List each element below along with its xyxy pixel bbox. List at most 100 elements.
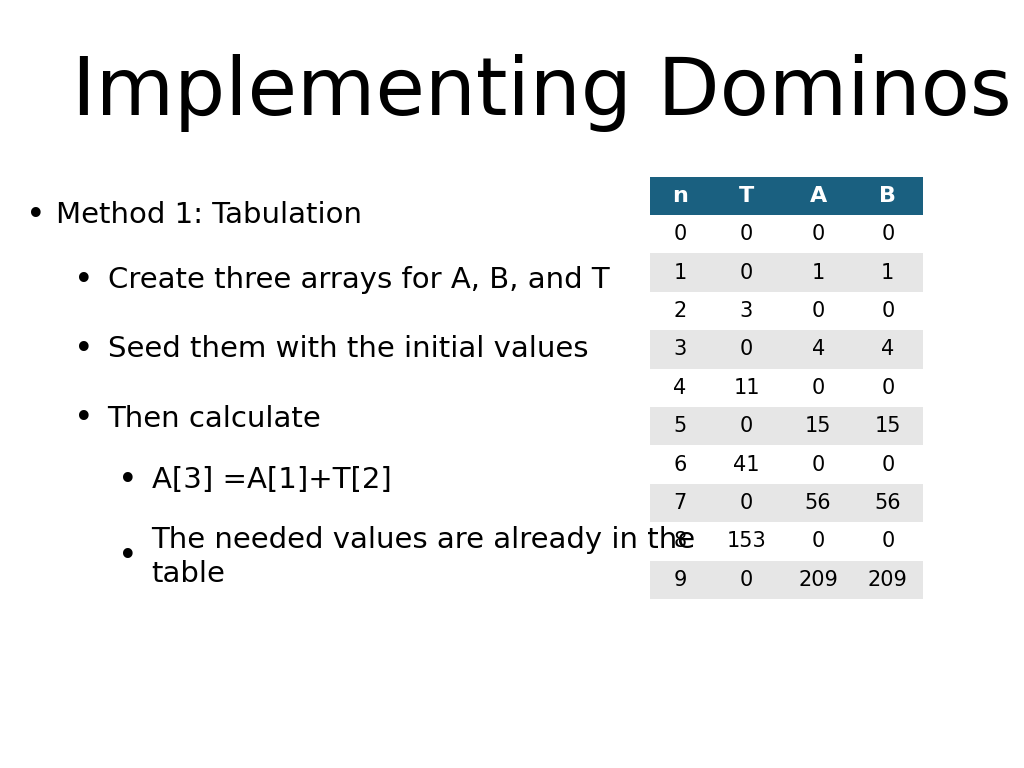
Text: 6: 6 <box>673 455 687 475</box>
FancyBboxPatch shape <box>853 522 923 561</box>
Text: 3: 3 <box>740 301 753 321</box>
Text: 11: 11 <box>733 378 760 398</box>
FancyBboxPatch shape <box>783 369 853 407</box>
Text: 0: 0 <box>740 263 753 283</box>
FancyBboxPatch shape <box>650 292 710 330</box>
Text: 0: 0 <box>674 224 686 244</box>
FancyBboxPatch shape <box>650 369 710 407</box>
Text: 15: 15 <box>805 416 831 436</box>
Text: A[3] =A[1]+T[2]: A[3] =A[1]+T[2] <box>152 466 391 494</box>
Text: •: • <box>74 402 94 435</box>
FancyBboxPatch shape <box>853 330 923 369</box>
Text: 0: 0 <box>740 224 753 244</box>
Text: Method 1: Tabulation: Method 1: Tabulation <box>56 201 362 229</box>
Text: The needed values are already in the
table: The needed values are already in the tab… <box>152 525 695 588</box>
Text: 0: 0 <box>740 493 753 513</box>
FancyBboxPatch shape <box>650 407 710 445</box>
FancyBboxPatch shape <box>853 177 923 215</box>
FancyBboxPatch shape <box>710 561 783 599</box>
Text: Seed them with the initial values: Seed them with the initial values <box>108 336 588 363</box>
FancyBboxPatch shape <box>650 177 710 215</box>
FancyBboxPatch shape <box>710 292 783 330</box>
FancyBboxPatch shape <box>853 253 923 292</box>
Text: 7: 7 <box>674 493 686 513</box>
FancyBboxPatch shape <box>783 330 853 369</box>
Text: 209: 209 <box>868 570 907 590</box>
Text: T: T <box>739 186 754 206</box>
FancyBboxPatch shape <box>783 522 853 561</box>
Text: 0: 0 <box>882 301 894 321</box>
FancyBboxPatch shape <box>710 369 783 407</box>
FancyBboxPatch shape <box>783 292 853 330</box>
FancyBboxPatch shape <box>783 445 853 484</box>
Text: 1: 1 <box>674 263 686 283</box>
Text: 9: 9 <box>673 570 687 590</box>
Text: 0: 0 <box>740 570 753 590</box>
Text: 0: 0 <box>882 455 894 475</box>
FancyBboxPatch shape <box>853 215 923 253</box>
Text: A: A <box>810 186 826 206</box>
Text: 209: 209 <box>799 570 838 590</box>
FancyBboxPatch shape <box>650 215 710 253</box>
Text: n: n <box>672 186 688 206</box>
FancyBboxPatch shape <box>650 330 710 369</box>
FancyBboxPatch shape <box>853 561 923 599</box>
FancyBboxPatch shape <box>710 522 783 561</box>
FancyBboxPatch shape <box>783 215 853 253</box>
FancyBboxPatch shape <box>783 177 853 215</box>
FancyBboxPatch shape <box>710 330 783 369</box>
Text: •: • <box>74 264 94 296</box>
Text: Then calculate: Then calculate <box>108 405 322 432</box>
FancyBboxPatch shape <box>853 484 923 522</box>
Text: 1: 1 <box>882 263 894 283</box>
Text: 0: 0 <box>740 339 753 359</box>
FancyBboxPatch shape <box>710 484 783 522</box>
Text: 4: 4 <box>812 339 824 359</box>
FancyBboxPatch shape <box>650 445 710 484</box>
Text: B: B <box>880 186 896 206</box>
Text: 41: 41 <box>733 455 760 475</box>
FancyBboxPatch shape <box>650 484 710 522</box>
Text: 4: 4 <box>674 378 686 398</box>
Text: 0: 0 <box>812 301 824 321</box>
Text: 0: 0 <box>812 378 824 398</box>
Text: 153: 153 <box>727 531 766 551</box>
Text: 56: 56 <box>874 493 901 513</box>
Text: 15: 15 <box>874 416 901 436</box>
FancyBboxPatch shape <box>853 407 923 445</box>
Text: 0: 0 <box>740 416 753 436</box>
FancyBboxPatch shape <box>710 407 783 445</box>
Text: 0: 0 <box>812 531 824 551</box>
Text: •: • <box>118 541 138 573</box>
FancyBboxPatch shape <box>710 215 783 253</box>
Text: 1: 1 <box>812 263 824 283</box>
Text: Create three arrays for A, B, and T: Create three arrays for A, B, and T <box>108 266 609 294</box>
FancyBboxPatch shape <box>853 369 923 407</box>
FancyBboxPatch shape <box>783 407 853 445</box>
Text: 0: 0 <box>812 224 824 244</box>
Text: 4: 4 <box>882 339 894 359</box>
Text: 5: 5 <box>674 416 686 436</box>
FancyBboxPatch shape <box>710 253 783 292</box>
FancyBboxPatch shape <box>710 177 783 215</box>
Text: 56: 56 <box>805 493 831 513</box>
Text: Implementing Dominos: Implementing Dominos <box>72 54 1012 132</box>
Text: 3: 3 <box>674 339 686 359</box>
Text: 0: 0 <box>882 224 894 244</box>
Text: 0: 0 <box>882 378 894 398</box>
Text: •: • <box>118 464 138 496</box>
FancyBboxPatch shape <box>650 253 710 292</box>
Text: 8: 8 <box>674 531 686 551</box>
Text: 2: 2 <box>674 301 686 321</box>
FancyBboxPatch shape <box>853 292 923 330</box>
Text: 0: 0 <box>812 455 824 475</box>
FancyBboxPatch shape <box>650 561 710 599</box>
FancyBboxPatch shape <box>853 445 923 484</box>
FancyBboxPatch shape <box>783 253 853 292</box>
Text: •: • <box>74 333 94 366</box>
FancyBboxPatch shape <box>650 522 710 561</box>
FancyBboxPatch shape <box>783 561 853 599</box>
Text: 0: 0 <box>882 531 894 551</box>
FancyBboxPatch shape <box>710 445 783 484</box>
FancyBboxPatch shape <box>783 484 853 522</box>
